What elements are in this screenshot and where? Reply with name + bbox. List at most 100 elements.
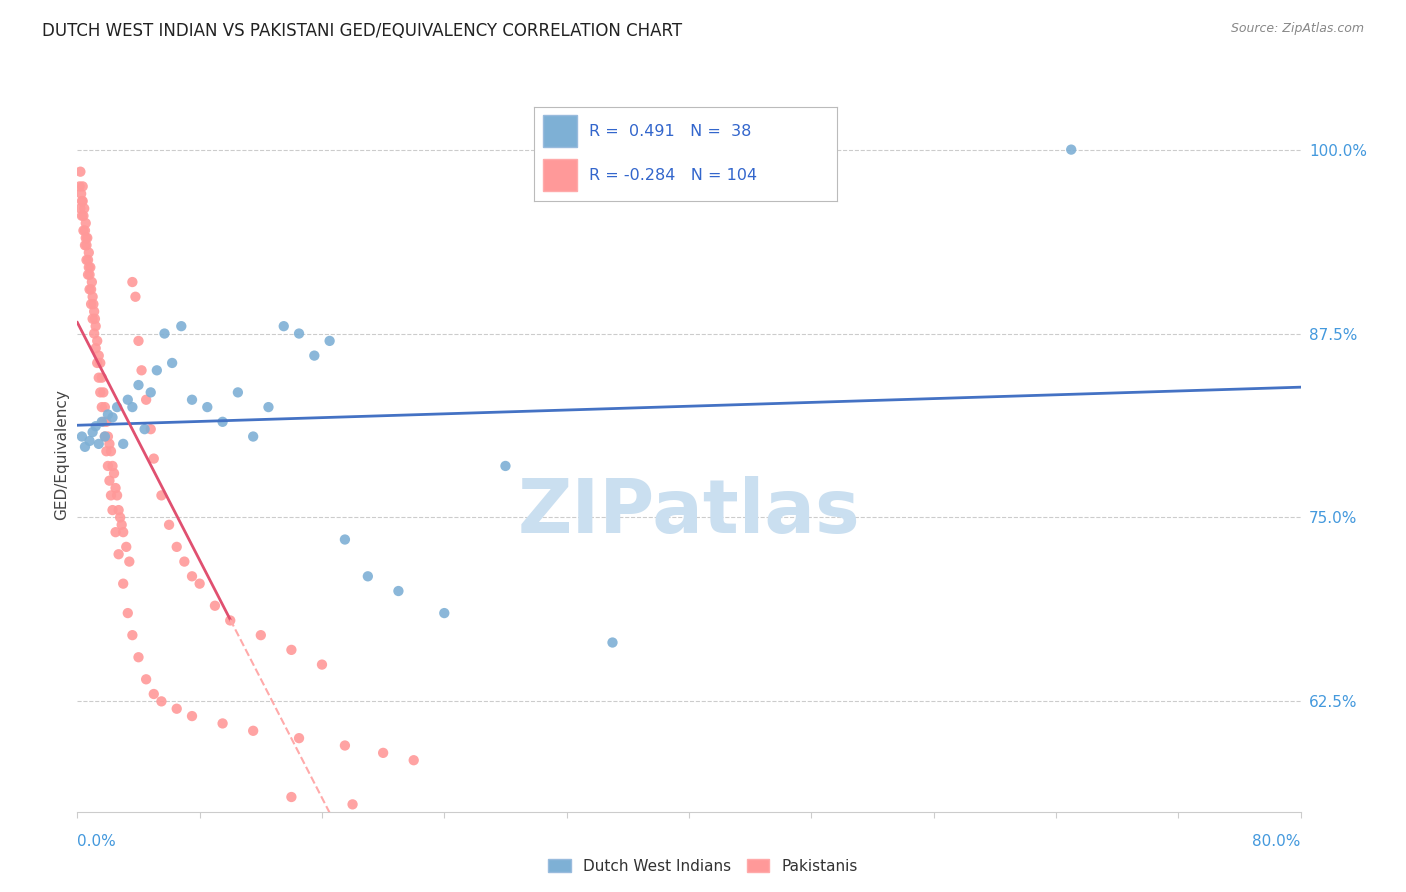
Point (108, 510, 131, 524)
Point (98, 437, 121, 451)
Point (90, 415, 112, 429)
Point (121, 275, 143, 289)
Point (139, 385, 162, 400)
Point (226, 385, 249, 400)
Point (79, 260, 101, 275)
Point (82, 290, 104, 304)
Point (107, 547, 129, 561)
Point (84, 341, 107, 355)
Point (211, 415, 233, 429)
Point (91, 415, 114, 429)
Point (79, 282, 101, 296)
Text: ZIPatlas: ZIPatlas (517, 475, 860, 549)
Point (103, 467, 125, 481)
Point (104, 481, 127, 495)
Point (80, 297, 103, 311)
Point (75, 216, 97, 230)
Point (288, 731, 311, 746)
Point (250, 628, 273, 642)
Point (72, 209, 94, 223)
Point (101, 410, 124, 425)
Point (124, 290, 146, 304)
Point (127, 378, 149, 392)
Point (273, 319, 295, 334)
FancyBboxPatch shape (543, 115, 576, 147)
Point (357, 569, 380, 583)
Point (304, 349, 326, 363)
Point (96, 415, 118, 429)
Point (288, 326, 311, 341)
Point (97, 429, 120, 443)
Point (195, 400, 218, 414)
Point (82, 297, 104, 311)
Point (242, 723, 264, 738)
Point (280, 643, 302, 657)
Text: 80.0%: 80.0% (1253, 834, 1301, 849)
Point (97, 408, 120, 422)
Point (70, 429, 93, 443)
Point (83, 326, 105, 341)
Point (80, 275, 103, 289)
Point (83, 304, 105, 318)
Point (318, 334, 340, 348)
Point (105, 400, 128, 414)
Point (115, 540, 138, 554)
Point (602, 635, 624, 649)
Point (112, 437, 135, 451)
Point (72, 179, 94, 194)
Point (166, 702, 188, 716)
Point (104, 525, 127, 540)
Point (94, 429, 117, 443)
Point (107, 503, 129, 517)
Text: Source: ZipAtlas.com: Source: ZipAtlas.com (1230, 22, 1364, 36)
Point (135, 673, 157, 687)
Point (181, 569, 204, 583)
Point (73, 440, 96, 454)
Point (127, 334, 149, 348)
Point (70, 209, 93, 223)
Point (181, 709, 204, 723)
Point (112, 576, 135, 591)
Point (89, 385, 111, 400)
Point (242, 429, 264, 443)
Point (87, 370, 110, 384)
Text: R = -0.284   N = 104: R = -0.284 N = 104 (589, 168, 756, 183)
Point (100, 444, 122, 458)
Point (1060, 143, 1083, 157)
Y-axis label: GED/Equivalency: GED/Equivalency (53, 390, 69, 520)
Point (101, 458, 124, 473)
Point (96, 444, 118, 458)
Point (311, 657, 333, 672)
Point (433, 606, 456, 620)
Point (84, 319, 107, 334)
Point (86, 356, 108, 370)
Point (118, 555, 141, 569)
Point (142, 687, 165, 701)
Point (77, 245, 100, 260)
Point (79, 434, 101, 448)
Point (105, 488, 128, 502)
Point (280, 790, 302, 805)
Point (87, 437, 110, 451)
Point (75, 231, 97, 245)
Point (90, 400, 112, 414)
Point (127, 650, 149, 665)
Point (73, 223, 96, 237)
Point (134, 422, 156, 436)
Point (70, 186, 93, 201)
Point (70, 194, 93, 208)
Point (211, 716, 233, 731)
Point (73, 238, 96, 252)
Point (188, 576, 211, 591)
Point (82, 311, 104, 326)
Point (333, 739, 356, 753)
Point (84, 311, 107, 326)
Point (117, 606, 139, 620)
Point (170, 319, 193, 334)
Point (76, 231, 98, 245)
Point (150, 694, 173, 708)
Point (77, 252, 100, 267)
Point (94, 429, 117, 443)
Point (82, 425, 104, 439)
Point (84, 419, 107, 434)
